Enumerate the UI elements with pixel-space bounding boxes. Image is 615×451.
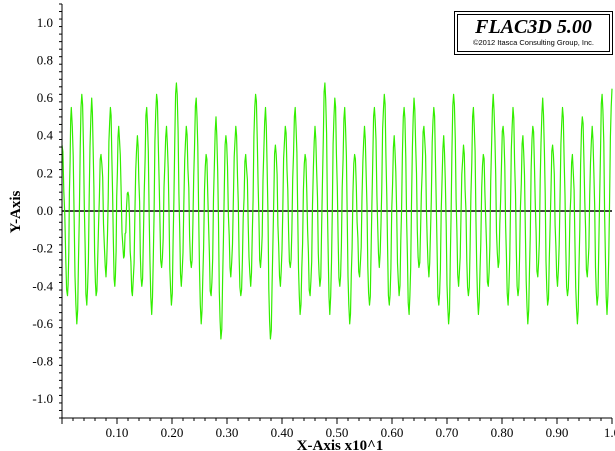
- x-axis-ticks: [61, 418, 613, 424]
- series-line: [61, 82, 613, 340]
- brand-copyright: ©2012 Itasca Consulting Group, Inc.: [472, 38, 594, 47]
- y-tick-label: 0.4: [37, 128, 54, 143]
- x-tick-label: 0.20: [161, 425, 184, 440]
- y-tick-label: 0.6: [37, 90, 54, 105]
- x-tick-label: 0.40: [271, 425, 294, 440]
- y-tick-label: -0.8: [32, 354, 53, 369]
- y-tick-label: 0.8: [37, 52, 53, 67]
- y-tick-label: -0.4: [32, 278, 53, 293]
- y-tick-label: -0.2: [32, 241, 53, 256]
- x-tick-label: 0.50: [326, 425, 349, 440]
- y-axis-title: Y-Axis: [8, 190, 24, 233]
- x-tick-label: 1.0: [604, 425, 615, 440]
- y-tick-label: -1.0: [32, 391, 53, 406]
- y-axis-tick-labels: 1.0 0.8 0.6 0.4 0.2 0.0 -0.2 -0.4 -0.6 -0.8 -1.0: [32, 15, 53, 406]
- x-axis-tick-labels: 0.10 0.20 0.30 0.40 0.50 0.60 0.70 0.80 0.90 1.0: [106, 425, 615, 440]
- x-tick-label: 0.90: [546, 425, 569, 440]
- y-tick-label: 1.0: [37, 15, 53, 30]
- flac3d-logo-box: FLAC3D 5.00 ©2012 Itasca Consulting Grou…: [454, 11, 613, 55]
- x-tick-label: 0.10: [106, 425, 129, 440]
- x-axis-title: X-Axis x10^1: [297, 438, 384, 451]
- y-tick-label: 0.2: [37, 165, 53, 180]
- y-tick-label: 0.0: [37, 203, 53, 218]
- x-tick-label: 0.60: [381, 425, 404, 440]
- brand-title: FLAC3D 5.00: [475, 16, 592, 38]
- x-tick-label: 0.70: [436, 425, 459, 440]
- y-tick-label: -0.6: [32, 316, 53, 331]
- x-tick-label: 0.30: [216, 425, 239, 440]
- x-tick-label: 0.80: [491, 425, 514, 440]
